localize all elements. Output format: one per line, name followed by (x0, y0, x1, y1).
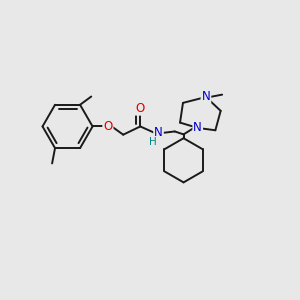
Text: H: H (149, 137, 157, 147)
Text: O: O (136, 102, 145, 115)
Text: N: N (154, 126, 163, 140)
Text: N: N (193, 122, 202, 134)
Text: N: N (202, 91, 210, 103)
Text: O: O (103, 120, 112, 133)
